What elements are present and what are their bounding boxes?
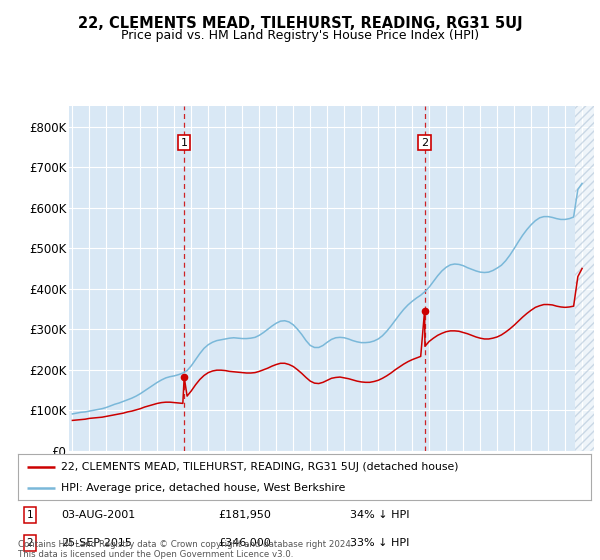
Text: 2: 2 (421, 138, 428, 148)
Text: 22, CLEMENTS MEAD, TILEHURST, READING, RG31 5UJ: 22, CLEMENTS MEAD, TILEHURST, READING, R… (77, 16, 523, 31)
Text: 25-SEP-2015: 25-SEP-2015 (61, 538, 132, 548)
Text: £346,000: £346,000 (218, 538, 271, 548)
Text: Price paid vs. HM Land Registry's House Price Index (HPI): Price paid vs. HM Land Registry's House … (121, 29, 479, 42)
Text: 1: 1 (26, 510, 33, 520)
Text: 22, CLEMENTS MEAD, TILEHURST, READING, RG31 5UJ (detached house): 22, CLEMENTS MEAD, TILEHURST, READING, R… (61, 461, 458, 472)
Text: 2: 2 (26, 538, 33, 548)
Text: 1: 1 (181, 138, 188, 148)
Text: 33% ↓ HPI: 33% ↓ HPI (350, 538, 410, 548)
Text: HPI: Average price, detached house, West Berkshire: HPI: Average price, detached house, West… (61, 483, 346, 493)
Text: 34% ↓ HPI: 34% ↓ HPI (350, 510, 410, 520)
Text: Contains HM Land Registry data © Crown copyright and database right 2024.
This d: Contains HM Land Registry data © Crown c… (18, 540, 353, 559)
Text: 03-AUG-2001: 03-AUG-2001 (61, 510, 135, 520)
Text: £181,950: £181,950 (218, 510, 271, 520)
